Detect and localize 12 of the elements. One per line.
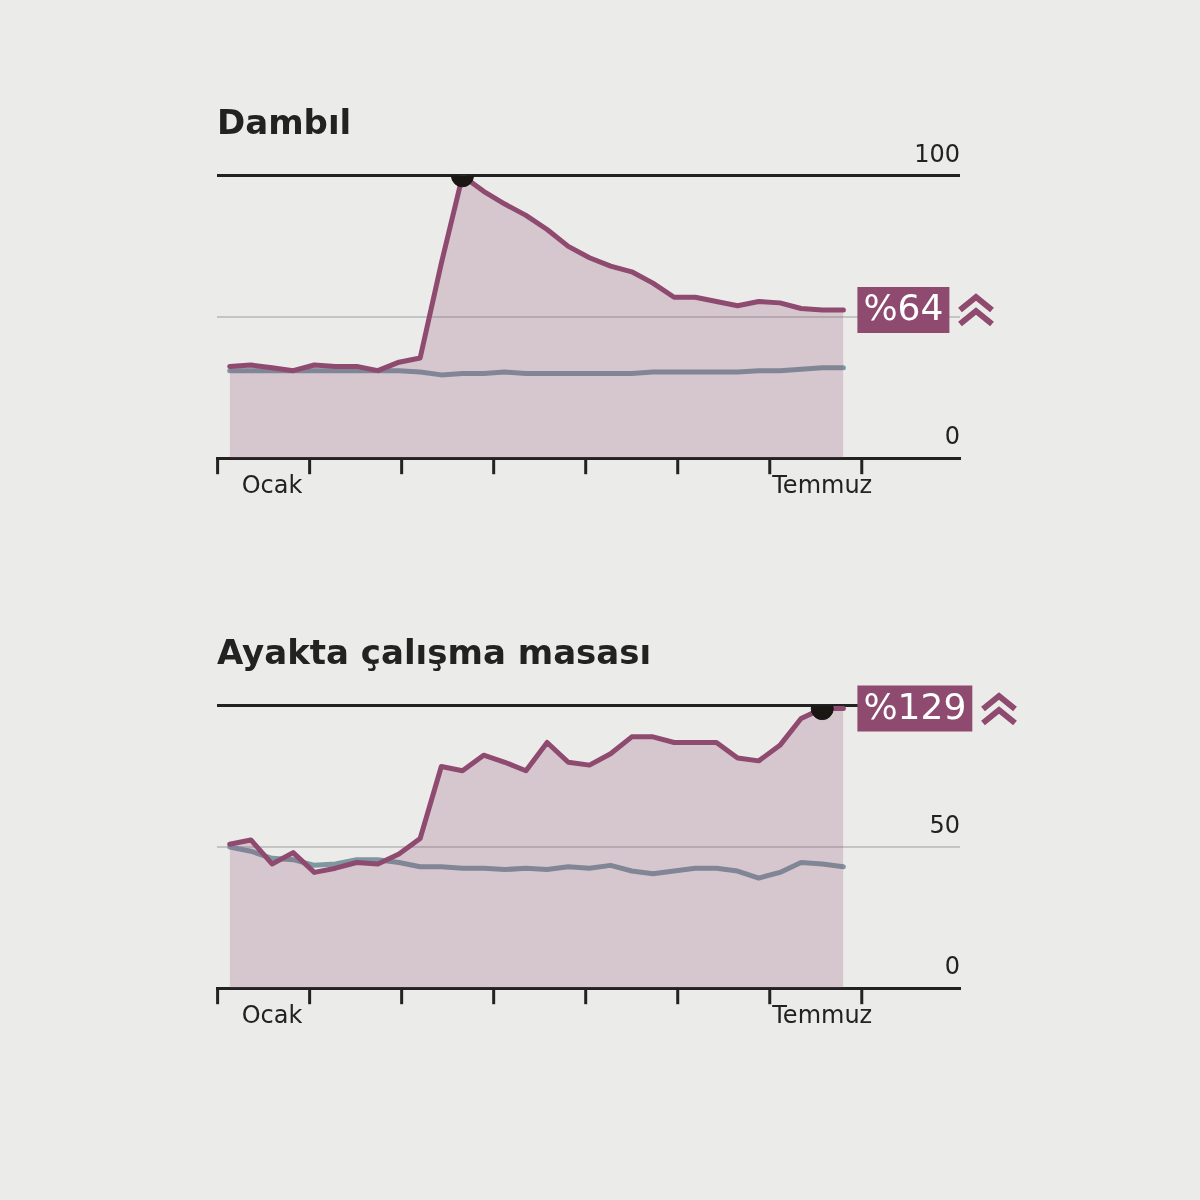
x-tick-label: Temmuz — [771, 1000, 873, 1029]
chart-title: Ayakta çalışma masası — [217, 632, 652, 673]
x-tick-label: Ocak — [241, 470, 303, 499]
y-tick-label: 100 — [914, 140, 960, 169]
y-tick-label: 0 — [944, 422, 960, 451]
x-tick-label: Ocak — [241, 1000, 303, 1029]
y-tick-label: 50 — [929, 811, 960, 840]
text: %64 — [863, 287, 944, 329]
text: %129 — [863, 685, 967, 727]
chart-title: Dambıl — [217, 102, 352, 143]
x-tick-label: Temmuz — [771, 470, 873, 499]
y-tick-label: 0 — [944, 952, 960, 981]
